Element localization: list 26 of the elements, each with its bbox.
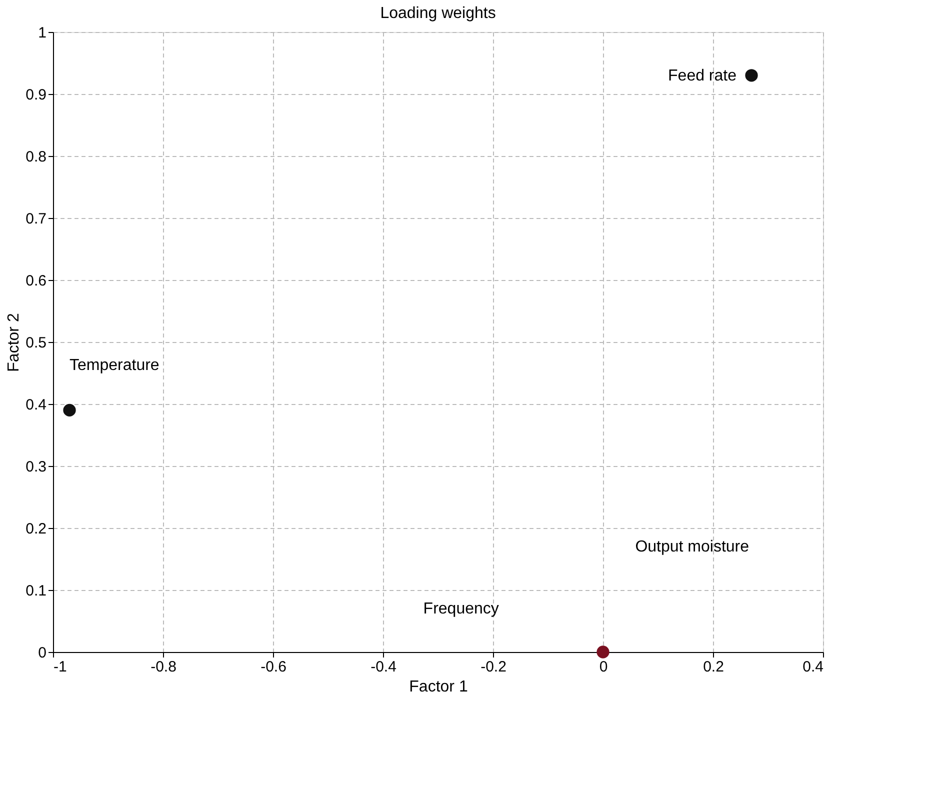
y-tick-label: 0.2 xyxy=(26,520,46,538)
annotation: Temperature xyxy=(70,357,160,374)
x-tick-label: 0 xyxy=(599,658,608,676)
y-axis-title: Factor 2 xyxy=(6,313,23,372)
annotation: Output moisture xyxy=(635,538,750,556)
x-tick-label: -0.6 xyxy=(260,658,286,676)
y-tick-label: 0.7 xyxy=(26,210,46,228)
y-tick-label: 0.9 xyxy=(26,86,46,104)
y-tick-label: 0.8 xyxy=(26,148,46,166)
x-tick-label: -0.8 xyxy=(150,658,176,676)
y-tick-label: 0.5 xyxy=(26,334,46,352)
x-axis-title: Factor 1 xyxy=(409,678,468,696)
annotation: Feed rate xyxy=(668,67,737,84)
y-tick-label: 0.1 xyxy=(26,582,46,600)
y-tick-label: 0.3 xyxy=(26,458,46,476)
y-tick-label: 0.4 xyxy=(26,396,46,414)
annotation: Frequency xyxy=(423,600,499,618)
x-tick-label: -1 xyxy=(54,658,67,676)
y-tick-label: 0 xyxy=(38,644,46,662)
x-tick-label: -0.2 xyxy=(480,658,506,676)
x-tick-label: 0.4 xyxy=(802,658,824,676)
chart-title: Loading weights xyxy=(380,5,496,22)
y-tick-label: 0.6 xyxy=(26,272,46,290)
x-tick-label: 0.2 xyxy=(703,658,724,676)
y-tick-label: 1 xyxy=(38,24,46,42)
x-tick-label: -0.4 xyxy=(370,658,396,676)
